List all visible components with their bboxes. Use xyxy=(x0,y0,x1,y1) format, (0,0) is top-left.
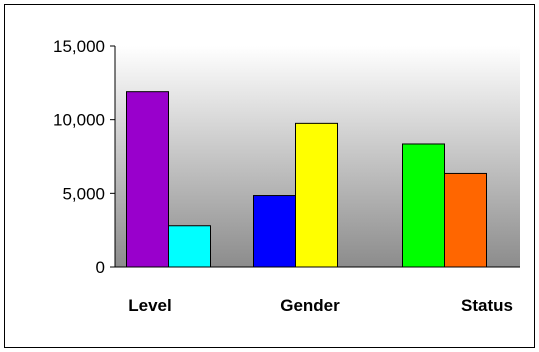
bar-status-2 xyxy=(444,172,487,268)
y-ticks: 0 5,000 10,000 15,000 xyxy=(53,37,115,277)
x-category-label-level: Level xyxy=(128,296,171,315)
x-category-label-status: Status xyxy=(461,296,513,315)
y-tick-label: 10,000 xyxy=(53,111,105,130)
x-category-label-gender: Gender xyxy=(280,296,340,315)
bars xyxy=(126,91,487,268)
x-category-labels: Level Gender Status xyxy=(128,296,513,315)
bar-chart: 0 5,000 10,000 15,000 Level Gender Status xyxy=(53,37,520,315)
bar-level-1 xyxy=(126,91,169,268)
bar-gender-1 xyxy=(253,195,296,268)
y-tick-label: 5,000 xyxy=(62,184,105,203)
y-tick-label: 0 xyxy=(96,258,105,277)
y-tick-label: 15,000 xyxy=(53,37,105,56)
bar-status-1 xyxy=(402,143,445,268)
bar-level-2 xyxy=(168,225,211,268)
chart-frame: 0 5,000 10,000 15,000 Level Gender Status xyxy=(4,4,535,348)
bar-gender-2 xyxy=(295,122,338,268)
